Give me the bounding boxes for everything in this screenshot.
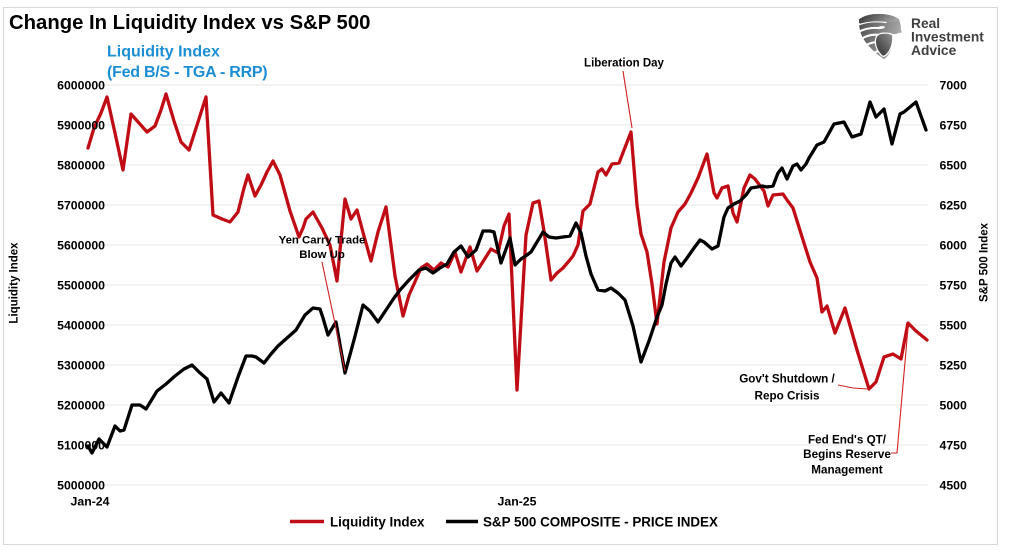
svg-text:5000: 5000: [940, 398, 968, 412]
svg-text:Liberation Day: Liberation Day: [584, 58, 664, 70]
svg-text:4750: 4750: [940, 438, 968, 452]
svg-text:5400000: 5400000: [57, 318, 105, 332]
svg-text:Repo Crisis: Repo Crisis: [755, 390, 820, 403]
svg-text:5100000: 5100000: [57, 438, 105, 452]
svg-text:Gov't Shutdown /: Gov't Shutdown /: [739, 373, 835, 386]
svg-text:Jan-24: Jan-24: [71, 495, 110, 509]
svg-text:7000: 7000: [940, 78, 968, 92]
svg-text:Liquidity Index: Liquidity Index: [330, 515, 425, 530]
svg-text:Begins Reserve: Begins Reserve: [803, 448, 891, 461]
svg-text:Change In Liquidity Index vs S: Change In Liquidity Index vs S&P 500: [9, 12, 370, 34]
svg-text:Liquidity Index: Liquidity Index: [107, 44, 220, 61]
svg-text:5600000: 5600000: [57, 238, 105, 252]
svg-text:5750: 5750: [940, 278, 968, 292]
svg-text:(Fed B/S - TGA - RRP): (Fed B/S - TGA - RRP): [107, 64, 267, 81]
svg-text:5300000: 5300000: [57, 358, 105, 372]
svg-text:Investment: Investment: [911, 30, 984, 45]
svg-text:5500000: 5500000: [57, 278, 105, 292]
svg-text:6750: 6750: [940, 118, 968, 132]
svg-text:6000: 6000: [940, 238, 968, 252]
svg-text:5200000: 5200000: [57, 398, 105, 412]
svg-text:6000000: 6000000: [57, 78, 105, 92]
svg-text:5800000: 5800000: [57, 158, 105, 172]
svg-text:Jan-25: Jan-25: [498, 495, 537, 509]
svg-text:Real: Real: [911, 16, 940, 31]
svg-text:Blow Up: Blow Up: [299, 249, 345, 261]
svg-text:5250: 5250: [940, 358, 968, 372]
svg-text:5900000: 5900000: [57, 118, 105, 132]
svg-text:Management: Management: [811, 463, 883, 476]
svg-text:S&P 500 COMPOSITE - PRICE INDE: S&P 500 COMPOSITE - PRICE INDEX: [483, 515, 718, 530]
svg-text:5000000: 5000000: [57, 478, 105, 492]
svg-text:Yen Carry Trade: Yen Carry Trade: [279, 235, 366, 247]
svg-text:Fed End's QT/: Fed End's QT/: [808, 434, 887, 447]
svg-text:Liquidity Index: Liquidity Index: [8, 242, 20, 324]
svg-text:Advice: Advice: [911, 43, 957, 58]
svg-text:5500: 5500: [940, 318, 968, 332]
svg-text:6250: 6250: [940, 198, 968, 212]
svg-text:4500: 4500: [940, 478, 968, 492]
svg-text:S&P 500 Index: S&P 500 Index: [979, 222, 991, 302]
svg-text:6500: 6500: [940, 158, 968, 172]
svg-text:5700000: 5700000: [57, 198, 105, 212]
